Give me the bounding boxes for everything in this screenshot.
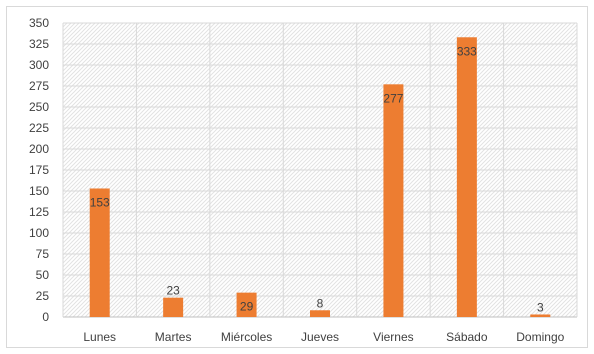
y-tick-label: 25 [36, 289, 50, 303]
y-axis-ticks: 0 25 50 75 100 125 150 175 200 225 250 275 300 325 350 [29, 16, 49, 324]
y-tick-label: 50 [36, 268, 50, 282]
bar-sábado [456, 37, 477, 317]
data-label: 8 [317, 296, 324, 310]
y-tick-label: 225 [29, 121, 49, 135]
y-tick-label: 325 [29, 37, 49, 51]
data-label: 153 [90, 195, 110, 209]
data-label: 23 [166, 284, 180, 298]
x-tick-label: Viernes [373, 330, 413, 344]
data-label: 277 [383, 91, 403, 105]
data-label: 29 [240, 300, 254, 314]
chart-frame: 0 25 50 75 100 125 150 175 200 225 250 275 300 325 350… [6, 6, 588, 348]
y-tick-label: 100 [29, 226, 49, 240]
data-label: 333 [457, 44, 477, 58]
x-tick-label: Miércoles [221, 330, 272, 344]
bar-domingo [530, 314, 551, 317]
y-tick-label: 275 [29, 79, 49, 93]
bar-lunes [89, 188, 110, 317]
x-tick-label: Martes [155, 330, 192, 344]
y-tick-label: 200 [29, 142, 49, 156]
x-tick-label: Sábado [446, 330, 488, 344]
bar-chart: 0 25 50 75 100 125 150 175 200 225 250 275 300 325 350… [29, 16, 578, 344]
y-tick-label: 175 [29, 163, 49, 177]
bar-jueves [310, 310, 330, 317]
x-tick-label: Jueves [301, 330, 339, 344]
y-tick-label: 300 [29, 58, 49, 72]
bar-series [89, 37, 551, 317]
y-tick-label: 75 [36, 247, 50, 261]
bar-martes [163, 297, 184, 317]
bar-viernes [383, 84, 404, 317]
y-tick-label: 125 [29, 205, 49, 219]
data-label: 3 [537, 300, 544, 314]
y-tick-label: 350 [29, 16, 49, 30]
x-tick-label: Lunes [83, 330, 116, 344]
y-tick-label: 0 [42, 310, 49, 324]
bar-miércoles [236, 292, 257, 317]
y-tick-label: 250 [29, 100, 49, 114]
gridlines [62, 22, 578, 318]
x-axis-ticks: Lunes Martes Miércoles Jueves Viernes Sábado D… [83, 330, 564, 344]
x-tick-label: Domingo [516, 330, 564, 344]
y-tick-label: 150 [29, 184, 49, 198]
